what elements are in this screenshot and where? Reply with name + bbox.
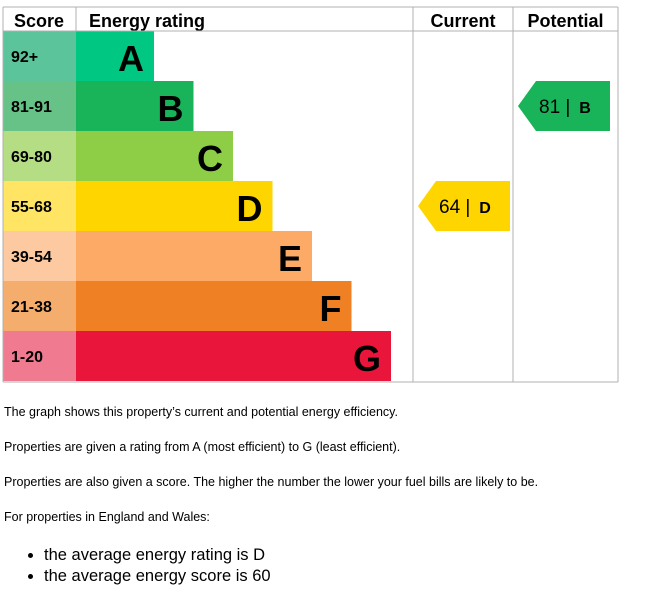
score-cell-d bbox=[3, 181, 76, 231]
bar-f bbox=[76, 281, 352, 331]
bar-letter-d: D bbox=[237, 188, 263, 229]
header-score: Score bbox=[14, 11, 64, 31]
score-cell-e bbox=[3, 231, 76, 281]
bar-g bbox=[76, 331, 391, 381]
score-range-e: 39-54 bbox=[11, 249, 52, 266]
potential-label: 81 | B bbox=[539, 97, 591, 118]
score-range-g: 1-20 bbox=[11, 349, 43, 366]
paragraph-graph-description: The graph shows this property’s current … bbox=[4, 405, 398, 419]
average-list: the average energy rating is D the avera… bbox=[22, 545, 271, 587]
bar-d bbox=[76, 181, 273, 231]
bar-a bbox=[76, 31, 154, 81]
score-range-f: 21-38 bbox=[11, 299, 52, 316]
bar-letter-f: F bbox=[320, 288, 342, 329]
header-energy-rating: Energy rating bbox=[89, 11, 205, 31]
score-range-d: 55-68 bbox=[11, 199, 52, 216]
score-cell-a bbox=[3, 31, 76, 81]
bar-letter-e: E bbox=[278, 238, 302, 279]
paragraph-region: For properties in England and Wales: bbox=[4, 510, 210, 524]
average-rating-item: the average energy rating is D bbox=[44, 545, 271, 566]
header-current: Current bbox=[430, 11, 495, 31]
score-range-c: 69-80 bbox=[11, 149, 52, 166]
bar-c bbox=[76, 131, 233, 181]
score-cell-f bbox=[3, 281, 76, 331]
paragraph-rating-explanation: Properties are given a rating from A (mo… bbox=[4, 440, 401, 454]
score-range-b: 81-91 bbox=[11, 99, 52, 116]
current-label: 64 | D bbox=[439, 197, 491, 218]
energy-rating-chart: Score Energy rating Current Potential 92+ A 81… bbox=[2, 6, 619, 383]
bar-letter-c: C bbox=[197, 138, 223, 179]
potential-arrow bbox=[518, 81, 610, 131]
paragraph-score-explanation: Properties are also given a score. The h… bbox=[4, 475, 539, 489]
current-arrow bbox=[418, 181, 510, 231]
bar-letter-a: A bbox=[118, 38, 144, 79]
score-cell-b bbox=[3, 81, 76, 131]
average-score-item: the average energy score is 60 bbox=[44, 566, 271, 587]
bar-b bbox=[76, 81, 194, 131]
header-potential: Potential bbox=[527, 11, 603, 31]
bar-letter-g: G bbox=[353, 338, 381, 379]
bar-e bbox=[76, 231, 312, 281]
score-range-a: 92+ bbox=[11, 49, 38, 66]
score-cell-g bbox=[3, 331, 76, 381]
bar-letter-b: B bbox=[158, 88, 184, 129]
score-cell-c bbox=[3, 131, 76, 181]
